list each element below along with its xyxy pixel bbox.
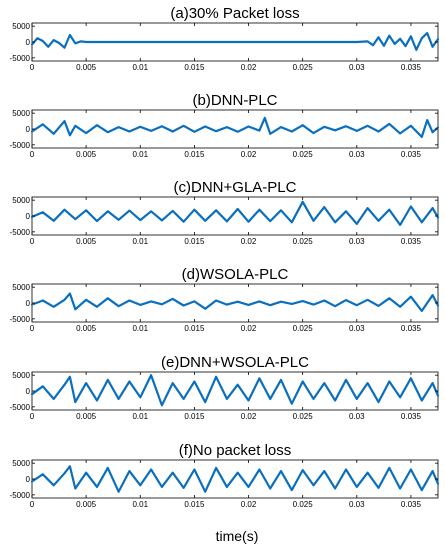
x-tick-label: 0.025 — [293, 150, 314, 159]
x-tick-label: 0.02 — [241, 412, 257, 421]
y-tick-label: -5000 — [10, 141, 31, 150]
y-tick-label: 5000 — [12, 459, 30, 468]
plot-frame — [31, 196, 439, 236]
x-tick-label: 0.025 — [293, 412, 314, 421]
panel-4: (d)WSOLA-PLC 0 0.005 0.01 0.015 0.02 0.025 0.03… — [10, 266, 440, 333]
x-tick-label: 0.015 — [184, 500, 205, 509]
y-tick-label: 5000 — [12, 371, 30, 380]
y-tick-label: 0 — [26, 475, 31, 484]
x-tick-label: 0 — [30, 500, 35, 509]
panel-3: (c)DNN+GLA-PLC 0 0.005 0.01 0.015 0.02 0.025 0.… — [10, 179, 440, 246]
y-tick-label: 5000 — [12, 196, 30, 205]
x-tick-label: 0.02 — [241, 237, 257, 246]
x-tick-label: 0.035 — [401, 324, 422, 333]
x-tick-label: 0.015 — [184, 150, 205, 159]
x-tick-label: 0.035 — [401, 237, 422, 246]
series-line — [30, 374, 440, 407]
y-tick-label: -5000 — [10, 491, 31, 500]
figure-x-axis-label: time(s) — [216, 528, 259, 544]
panel-title: (b)DNN-PLC — [192, 92, 277, 109]
x-tick-label: 0 — [30, 150, 35, 159]
y-tick-label: 0 — [26, 299, 31, 308]
x-tick-label: 0.015 — [184, 237, 205, 246]
x-tick-label: 0.035 — [401, 63, 422, 72]
panel-title: (d)WSOLA-PLC — [182, 266, 289, 283]
y-tick-label: -5000 — [10, 403, 31, 412]
x-tick-label: 0.01 — [132, 150, 148, 159]
series-line — [30, 116, 440, 138]
y-tick-label: -5000 — [10, 54, 31, 63]
plot-frame — [31, 371, 439, 411]
series-line — [30, 465, 440, 493]
x-tick-label: 0.005 — [76, 324, 97, 333]
panel-5: (e)DNN+WSOLA-PLC 0 0.005 0.01 0.015 0.02 0.025… — [10, 354, 440, 421]
y-tick-label: 5000 — [12, 109, 30, 118]
series-line — [30, 32, 440, 51]
x-tick-label: 0.005 — [76, 150, 97, 159]
x-tick-label: 0.01 — [132, 237, 148, 246]
x-tick-label: 0.025 — [293, 500, 314, 509]
x-tick-label: 0.015 — [184, 63, 205, 72]
x-tick-label: 0 — [30, 237, 35, 246]
panel-title: (a)30% Packet loss — [170, 5, 299, 22]
x-tick-label: 0.02 — [241, 324, 257, 333]
x-tick-label: 0.035 — [401, 150, 422, 159]
x-tick-label: 0.025 — [293, 63, 314, 72]
panel-title: (c)DNN+GLA-PLC — [174, 179, 297, 196]
x-tick-label: 0.025 — [293, 237, 314, 246]
y-tick-label: 0 — [26, 125, 31, 134]
y-tick-label: -5000 — [10, 315, 31, 324]
y-tick-label: 5000 — [12, 22, 30, 31]
series-line — [30, 200, 440, 226]
x-tick-label: 0 — [30, 63, 35, 72]
y-tick-label: 0 — [26, 38, 31, 47]
x-tick-label: 0.03 — [349, 237, 365, 246]
plot-frame — [31, 459, 439, 499]
x-tick-label: 0 — [30, 324, 35, 333]
y-tick-label: 0 — [26, 387, 31, 396]
panel-title: (f)No packet loss — [179, 442, 292, 459]
x-tick-label: 0 — [30, 412, 35, 421]
x-tick-label: 0.01 — [132, 324, 148, 333]
x-tick-label: 0.01 — [132, 412, 148, 421]
x-tick-label: 0.03 — [349, 412, 365, 421]
series-line — [30, 292, 440, 312]
y-tick-label: 5000 — [12, 283, 30, 292]
x-tick-label: 0.03 — [349, 63, 365, 72]
x-tick-label: 0.01 — [132, 63, 148, 72]
x-tick-label: 0.02 — [241, 500, 257, 509]
x-tick-label: 0.005 — [76, 412, 97, 421]
x-tick-label: 0.015 — [184, 412, 205, 421]
x-tick-label: 0.02 — [241, 63, 257, 72]
x-tick-label: 0.03 — [349, 500, 365, 509]
panel-6: (f)No packet loss 0 0.005 0.01 0.015 0.02 0.02… — [10, 442, 440, 509]
x-tick-label: 0.005 — [76, 63, 97, 72]
x-tick-label: 0.03 — [349, 324, 365, 333]
panel-1: (a)30% Packet loss 0 0.005 0.01 0.015 0.02 0.0… — [10, 5, 440, 72]
x-tick-label: 0.02 — [241, 150, 257, 159]
x-tick-label: 0.005 — [76, 237, 97, 246]
panel-title: (e)DNN+WSOLA-PLC — [161, 354, 309, 371]
x-tick-label: 0.015 — [184, 324, 205, 333]
x-tick-label: 0.035 — [401, 412, 422, 421]
panel-2: (b)DNN-PLC 0 0.005 0.01 0.015 0.02 0.025 0.03 0.… — [10, 92, 440, 159]
x-tick-label: 0.005 — [76, 500, 97, 509]
y-tick-label: 0 — [26, 212, 31, 221]
x-tick-label: 0.03 — [349, 150, 365, 159]
x-tick-label: 0.01 — [132, 500, 148, 509]
x-tick-label: 0.035 — [401, 500, 422, 509]
x-tick-label: 0.025 — [293, 324, 314, 333]
y-tick-label: -5000 — [10, 228, 31, 237]
